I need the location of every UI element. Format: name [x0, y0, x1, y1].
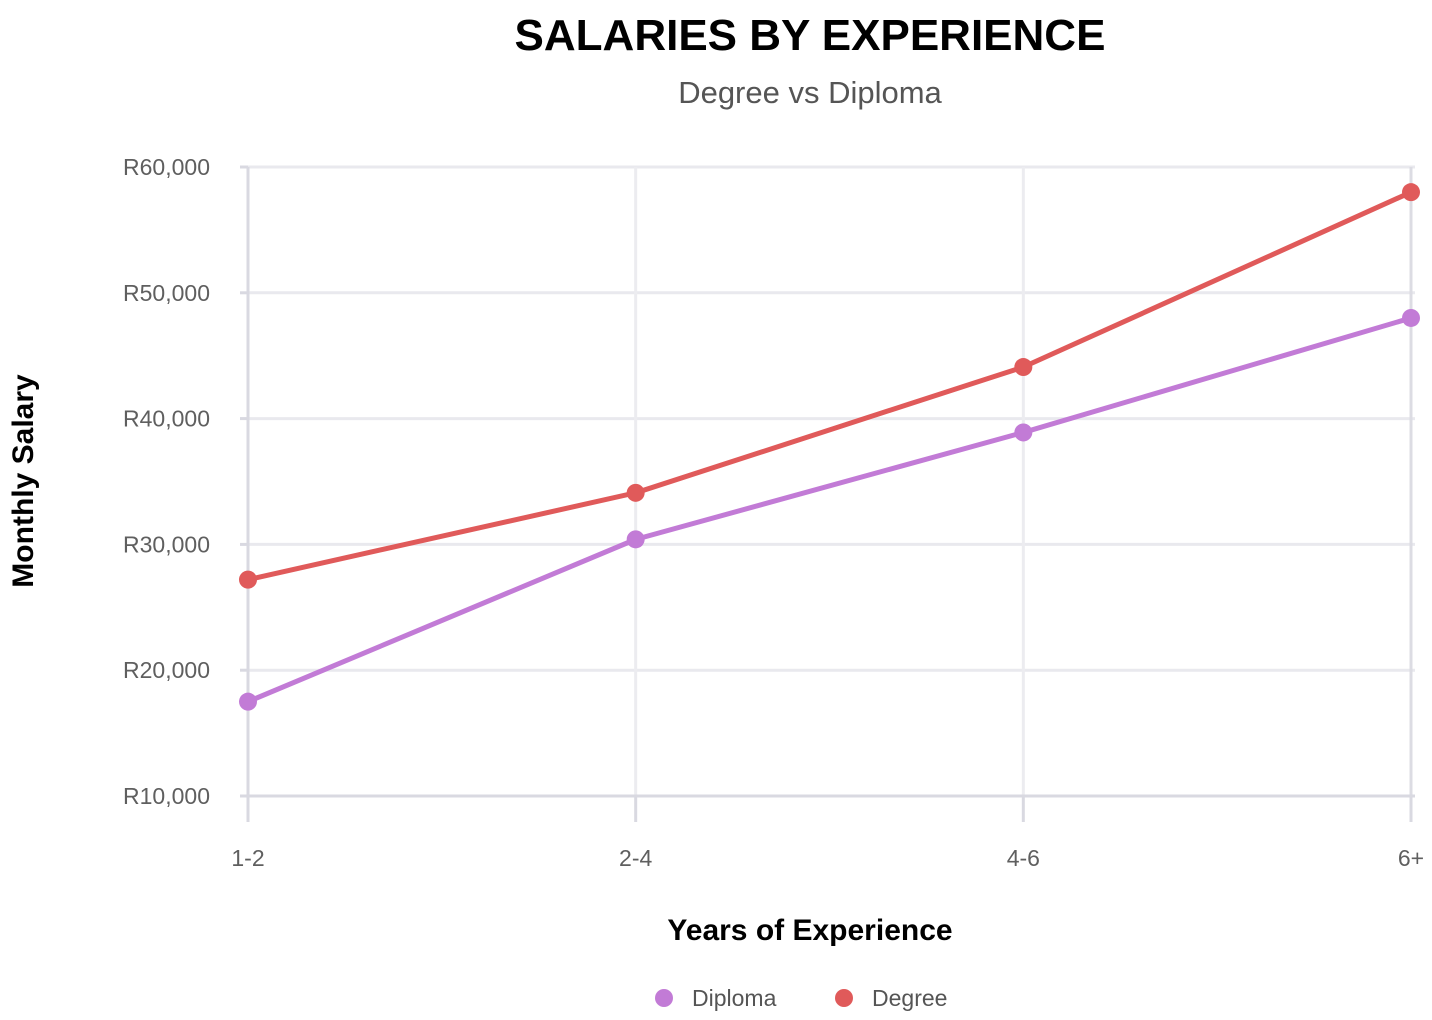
- data-point-degree[interactable]: [1402, 183, 1420, 202]
- legend-label-diploma: Diploma: [692, 985, 777, 1011]
- y-tick-label: R60,000: [123, 154, 210, 180]
- legend-item-diploma[interactable]: Diploma: [655, 985, 777, 1011]
- series-line-degree: [245, 189, 1414, 583]
- legend-label-degree: Degree: [872, 985, 947, 1011]
- data-point-diploma[interactable]: [626, 530, 645, 549]
- y-tick-label: R20,000: [123, 657, 210, 683]
- x-tick-label: 2-4: [619, 845, 652, 871]
- axes: [240, 165, 1415, 822]
- y-tick-label: R10,000: [123, 783, 210, 809]
- series-line-diploma: [245, 315, 1414, 705]
- data-point-diploma[interactable]: [1402, 308, 1420, 327]
- gridlines: [246, 165, 1415, 796]
- x-tick-label: 4-6: [1007, 845, 1040, 871]
- x-tick-label: 6+: [1398, 845, 1424, 871]
- series-lines: [245, 189, 1414, 705]
- x-axis-tick-labels: 1-2 2-4 4-6 6+: [231, 845, 1424, 871]
- y-tick-label: R30,000: [123, 531, 210, 557]
- data-point-degree[interactable]: [239, 570, 257, 589]
- y-tick-label: R40,000: [123, 406, 210, 432]
- y-axis-title: Monthly Salary: [7, 374, 40, 588]
- legend-marker-diploma: [655, 989, 673, 1007]
- y-axis-tick-labels: R10,000 R20,000 R30,000 R40,000 R50,000 R60,0…: [123, 154, 210, 809]
- chart-title: SALARIES BY EXPERIENCE: [515, 11, 1106, 60]
- data-point-degree[interactable]: [626, 483, 645, 502]
- chart-subtitle: Degree vs Diploma: [678, 75, 942, 110]
- y-tick-label: R50,000: [123, 280, 210, 306]
- data-point-degree[interactable]: [1014, 358, 1033, 377]
- legend-item-degree[interactable]: Degree: [835, 985, 947, 1011]
- data-point-diploma[interactable]: [1014, 423, 1033, 442]
- series-points: [239, 183, 1420, 711]
- legend: Diploma Degree: [655, 985, 947, 1011]
- x-axis-title: Years of Experience: [667, 914, 952, 947]
- data-point-diploma[interactable]: [239, 692, 257, 711]
- legend-marker-degree: [835, 989, 853, 1007]
- x-tick-label: 1-2: [231, 845, 264, 871]
